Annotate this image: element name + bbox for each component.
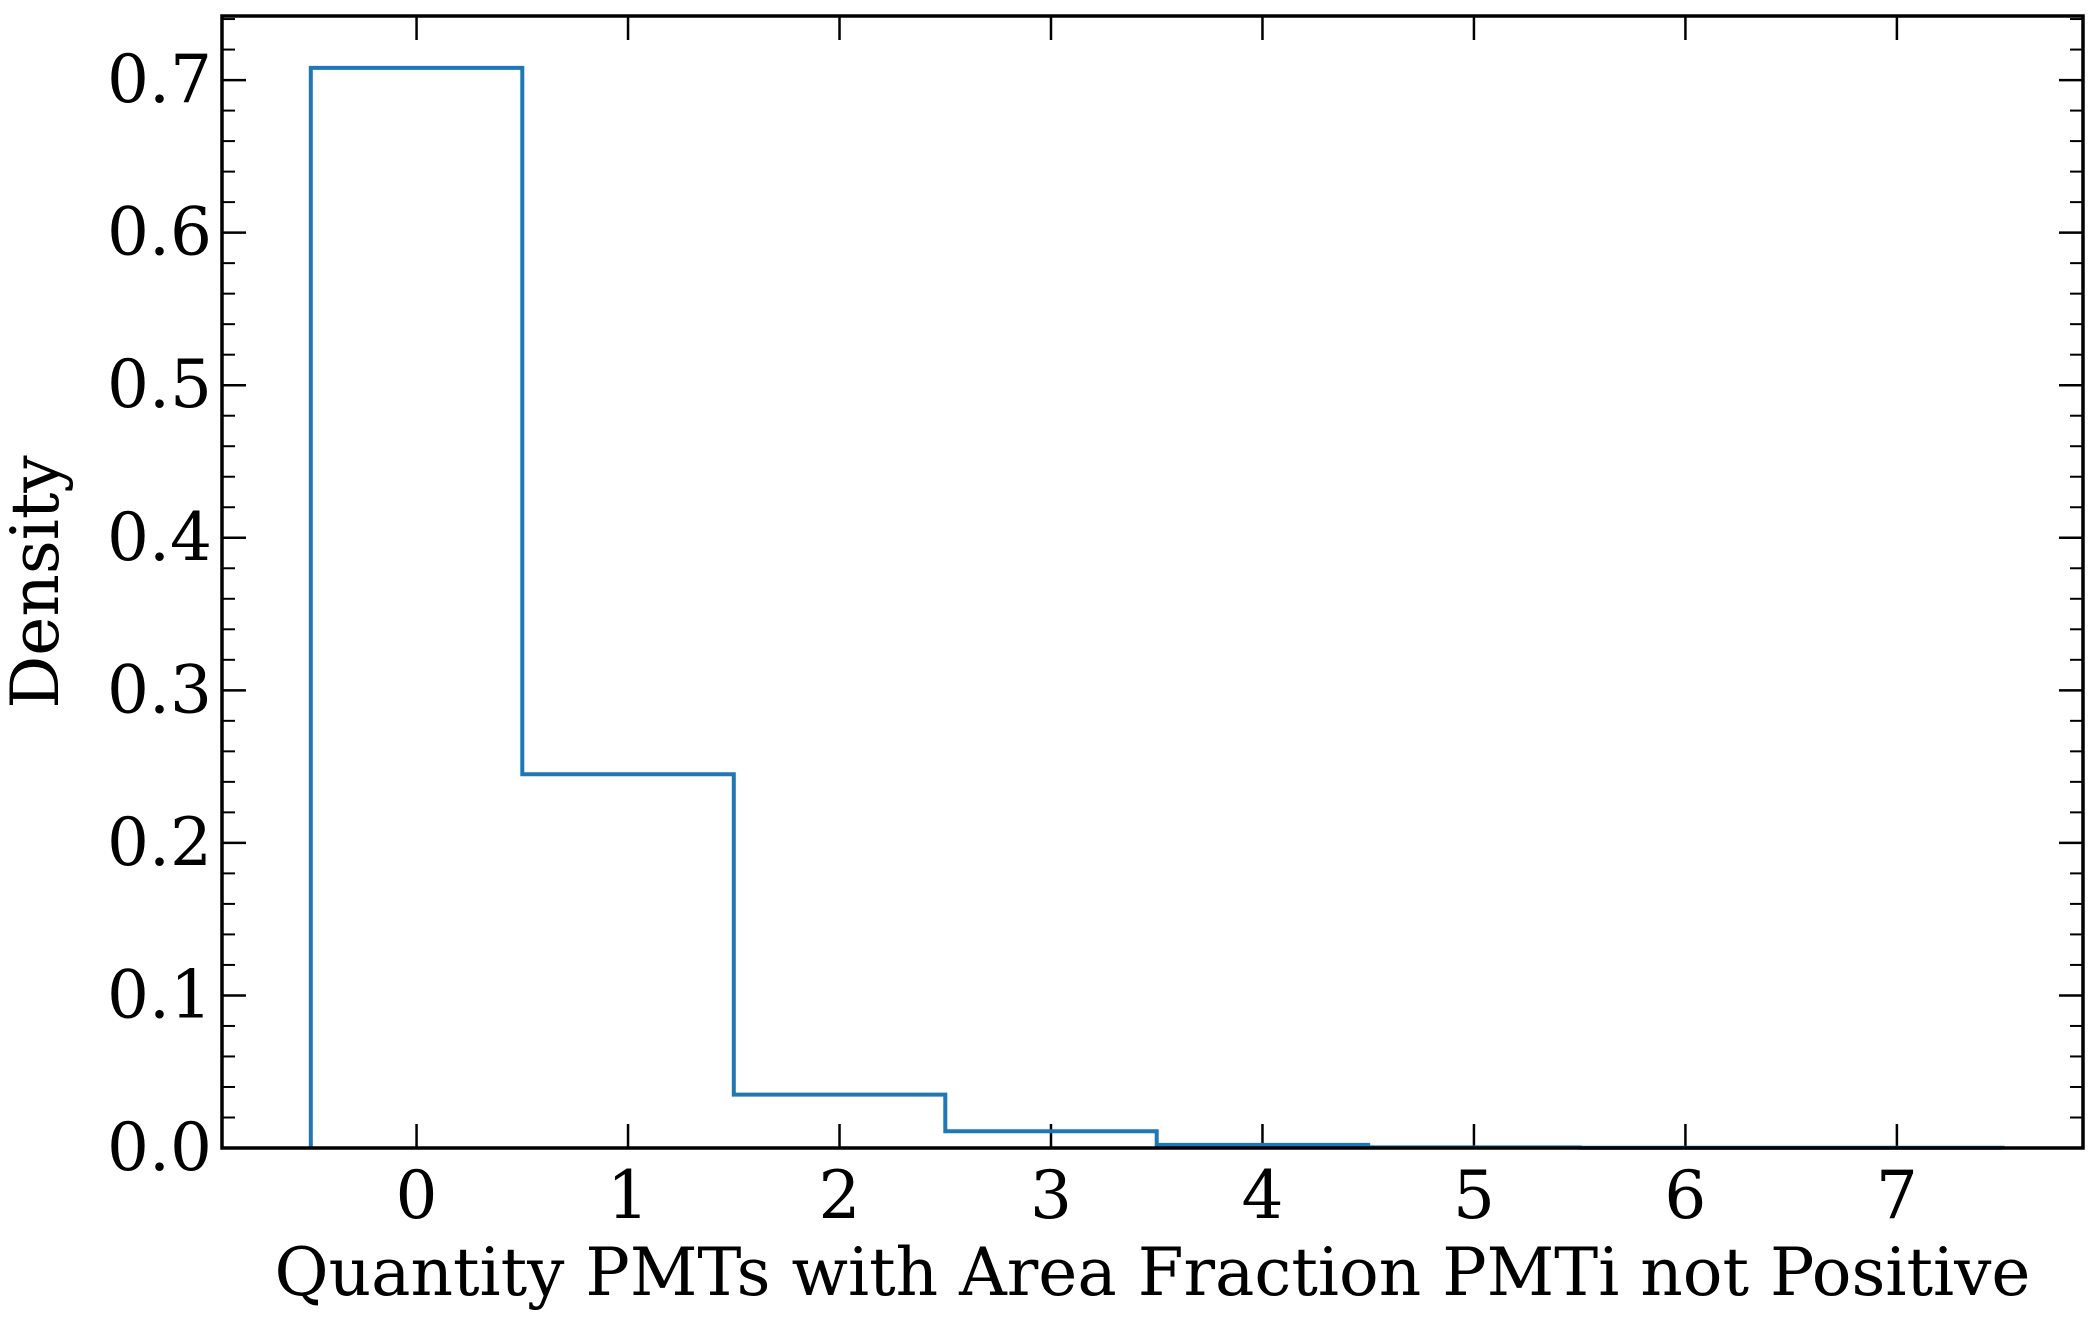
x-tick-label: 0 xyxy=(396,1157,438,1234)
x-tick-label: 2 xyxy=(819,1157,861,1234)
x-tick-labels: 0 1 2 3 4 5 6 7 xyxy=(396,1157,1918,1234)
x-tick-label: 5 xyxy=(1453,1157,1495,1234)
y-tick-label: 0.0 xyxy=(107,1109,212,1186)
y-axis-label: Density xyxy=(0,455,74,709)
x-axis-label: Quantity PMTs with Area Fraction PMTi no… xyxy=(275,1234,2031,1311)
axis-ticks xyxy=(222,16,2083,1150)
y-tick-label: 0.2 xyxy=(107,804,212,881)
y-tick-label: 0.4 xyxy=(107,499,212,576)
y-tick-label: 0.6 xyxy=(107,194,212,271)
y-tick-labels: 0.0 0.1 0.2 0.3 0.4 0.5 0.6 0.7 xyxy=(107,41,212,1186)
x-tick-label: 1 xyxy=(607,1157,649,1234)
x-tick-label: 4 xyxy=(1241,1157,1283,1234)
x-tick-label: 7 xyxy=(1876,1157,1918,1234)
x-tick-label: 6 xyxy=(1664,1157,1706,1234)
y-tick-label: 0.7 xyxy=(107,41,212,118)
y-tick-label: 0.3 xyxy=(107,651,212,728)
x-tick-label: 3 xyxy=(1030,1157,1072,1234)
y-tick-label: 0.1 xyxy=(107,956,212,1033)
y-tick-label: 0.5 xyxy=(107,346,212,423)
plot-frame xyxy=(220,14,2085,1150)
